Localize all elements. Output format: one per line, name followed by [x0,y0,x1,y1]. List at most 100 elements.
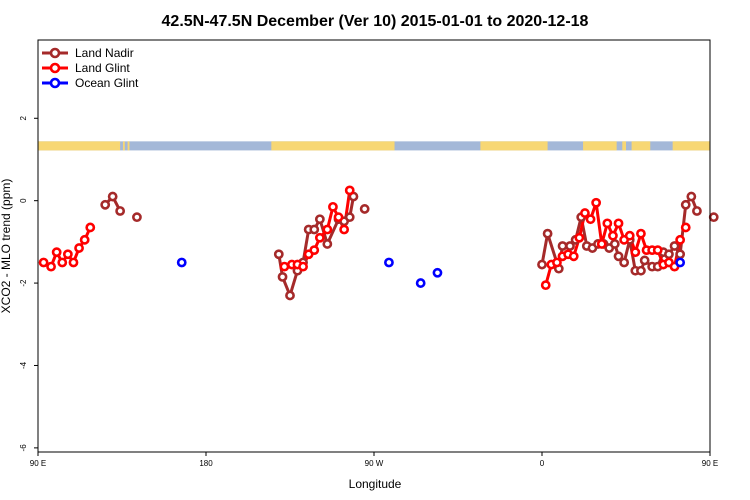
land-glint-point [540,280,551,291]
land-mask-segment [480,141,548,151]
land-glint-point [314,232,325,243]
land-nadir-point [619,257,630,268]
y-tick-label: 0 [19,198,28,203]
legend-land-nadir-label: Land Nadir [75,46,134,60]
land-nadir-point [613,251,624,262]
land-glint-point [608,230,618,241]
legend-land-nadir-marker [49,47,61,59]
land-glint-point [62,249,73,260]
x-tick-label: 90 E [30,459,46,468]
x-tick-label: 180 [199,459,213,468]
land-nadir-point [669,241,680,251]
land-mask-segment [622,141,626,151]
land-glint-point [580,208,590,218]
land-glint-point [652,245,663,256]
land-mask-segment [127,141,130,151]
land-glint-point [85,222,96,233]
land-glint-point [57,257,68,268]
land-glint-point [74,243,84,253]
land-glint-point [79,234,90,245]
land-glint-point [38,257,49,268]
land-nadir-point [115,206,126,216]
land-nadir-point [277,271,288,282]
y-axis-label: XCO2 - MLO trend (ppm) [0,179,13,314]
land-glint-point [568,251,579,262]
ocean-glint-point [384,257,394,268]
land-glint-point [613,218,624,229]
land-glint-point [51,247,62,258]
x-axis: 90 E 180 90 W 0 90 E [30,452,718,468]
x-tick-label: 90 E [702,459,718,468]
land-nadir-point [107,191,118,202]
land-glint-point [680,222,691,233]
land-mask-segment [122,141,125,151]
land-glint-point [574,232,585,243]
land-nadir-point [557,241,568,251]
y-tick-label: 2 [19,116,28,121]
y-tick-label: -6 [19,444,28,452]
land-ocean-mask-bar [38,141,710,151]
land-nadir-point [359,204,370,214]
y-tick-label: -4 [19,361,28,369]
land-nadir-point [686,191,697,202]
legend-ocean-glint-marker [49,77,61,89]
land-nadir-point [680,199,691,210]
ocean-glint-point [675,257,686,268]
land-glint-point [552,257,562,268]
land-nadir-point [322,239,333,249]
land-glint-point [602,218,613,229]
legend-land-glint-label: Land Glint [75,61,130,75]
land-nadir-point [708,212,719,223]
land-nadir-point [609,239,620,249]
land-glint-point [322,224,333,235]
land-glint-point [298,261,308,272]
y-tick-label: -2 [19,279,28,287]
land-nadir-point [565,241,575,251]
land-nadir-point [285,290,295,301]
ocean-glint-point [432,267,443,278]
ocean-glint-point [415,278,426,288]
land-glint-point [630,247,641,258]
land-glint-point [328,201,338,212]
land-glint-point [339,224,350,235]
land-glint-point [333,212,344,223]
ocean-glint-point [176,257,187,268]
land-glint-point [591,197,602,208]
plot-points [38,185,719,301]
x-tick-label: 0 [540,459,545,468]
land-mask-segment [583,141,617,151]
land-mask-segment [631,141,651,151]
land-glint-point [46,261,56,272]
land-glint-point [585,214,596,225]
land-mask-segment [38,141,121,151]
legend-ocean-glint-label: Ocean Glint [75,76,139,90]
land-nadir-point [273,249,284,260]
legend-land-glint-marker [49,62,61,74]
land-glint-point [675,234,686,245]
x-tick-label: 90 W [365,459,384,468]
land-glint-point [309,245,320,256]
land-nadir-point [537,259,547,270]
land-nadir-point [100,199,111,210]
land-glint-point [596,239,607,249]
land-nadir-point [675,249,686,260]
land-glint-point [279,261,290,272]
land-glint-point [624,230,635,241]
land-glint-point [68,257,79,268]
land-nadir-point [314,214,325,225]
land-nadir-point [639,255,650,266]
y-axis: 2 0 -2 -4 -6 [19,116,38,452]
land-nadir-point [692,206,702,216]
land-glint-point [636,228,646,239]
chart-title: 42.5N-47.5N December (Ver 10) 2015-01-01… [162,13,589,30]
x-axis-label: Longitude [349,477,402,491]
land-mask-segment [271,141,395,151]
land-nadir-point [636,265,646,276]
land-nadir-point [309,224,320,235]
land-nadir-point [132,212,142,223]
land-nadir-point [664,249,674,260]
land-mask-segment [672,141,710,151]
land-nadir-point [344,212,355,223]
